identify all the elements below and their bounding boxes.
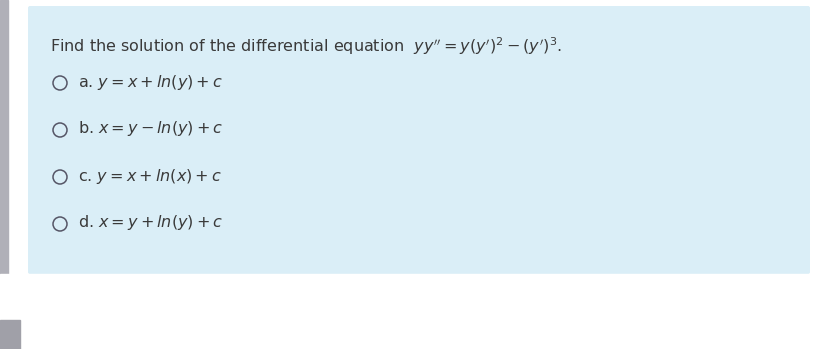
Text: d. $x = y + ln(y) + c$: d. $x = y + ln(y) + c$ xyxy=(78,214,223,232)
Text: a. $y = x + ln(y) + c$: a. $y = x + ln(y) + c$ xyxy=(78,73,223,91)
Text: Find the solution of the differential equation  $yy'' = y(y')^2 - (y')^3$.: Find the solution of the differential eq… xyxy=(50,35,561,57)
Text: b. $x = y - ln(y) + c$: b. $x = y - ln(y) + c$ xyxy=(78,119,223,139)
Bar xyxy=(0,0,8,349)
Bar xyxy=(0,320,20,349)
FancyBboxPatch shape xyxy=(28,6,809,274)
Text: c. $y = x + ln(x) + c$: c. $y = x + ln(x) + c$ xyxy=(78,166,222,186)
